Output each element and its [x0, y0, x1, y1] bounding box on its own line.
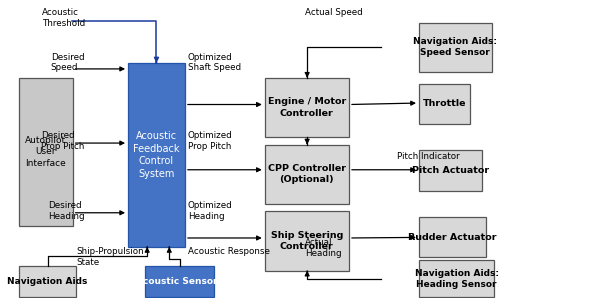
FancyBboxPatch shape [264, 145, 349, 204]
Text: Throttle: Throttle [423, 99, 466, 108]
FancyBboxPatch shape [19, 78, 73, 226]
Text: Navigation Aids: Navigation Aids [8, 277, 88, 286]
Text: Acoustic Sensors: Acoustic Sensors [136, 277, 223, 286]
Text: Desired
Heading: Desired Heading [48, 201, 84, 221]
Text: Acoustic Response: Acoustic Response [188, 247, 270, 256]
Text: Pitch Actuator: Pitch Actuator [412, 166, 489, 175]
FancyBboxPatch shape [264, 78, 349, 137]
Text: Autopilot
User
Interface: Autopilot User Interface [25, 136, 66, 167]
Text: Engine / Motor
Controller: Engine / Motor Controller [267, 97, 346, 117]
Text: Pitch Indicator: Pitch Indicator [397, 152, 460, 161]
Text: Ship-Propulsion
State: Ship-Propulsion State [77, 247, 144, 267]
FancyBboxPatch shape [128, 63, 185, 247]
Text: Navigation Aids:
Heading Sensor: Navigation Aids: Heading Sensor [415, 269, 498, 289]
FancyBboxPatch shape [419, 23, 491, 72]
Text: Navigation Aids:
Speed Sensor: Navigation Aids: Speed Sensor [413, 37, 497, 58]
FancyBboxPatch shape [419, 150, 482, 190]
FancyBboxPatch shape [146, 266, 214, 297]
FancyBboxPatch shape [19, 266, 76, 297]
Text: Actual
Heading: Actual Heading [306, 238, 342, 258]
FancyBboxPatch shape [419, 84, 470, 124]
FancyBboxPatch shape [419, 217, 486, 257]
Text: Actual Speed: Actual Speed [306, 8, 363, 17]
Text: Desired
Speed: Desired Speed [51, 53, 84, 72]
Text: Desired
Prop Pitch: Desired Prop Pitch [41, 131, 84, 151]
Text: Acoustic
Threshold: Acoustic Threshold [42, 8, 86, 28]
Text: Optimized
Heading: Optimized Heading [188, 201, 233, 221]
Text: Optimized
Shaft Speed: Optimized Shaft Speed [188, 53, 241, 72]
Text: Rudder Actuator: Rudder Actuator [408, 233, 497, 242]
Text: Ship Steering
Controller: Ship Steering Controller [270, 231, 343, 251]
FancyBboxPatch shape [264, 211, 349, 271]
Text: CPP Controller
(Optional): CPP Controller (Optional) [268, 164, 346, 184]
Text: Acoustic
Feedback
Control
System: Acoustic Feedback Control System [133, 131, 180, 179]
Text: Optimized
Prop Pitch: Optimized Prop Pitch [188, 131, 233, 151]
FancyBboxPatch shape [419, 260, 494, 297]
